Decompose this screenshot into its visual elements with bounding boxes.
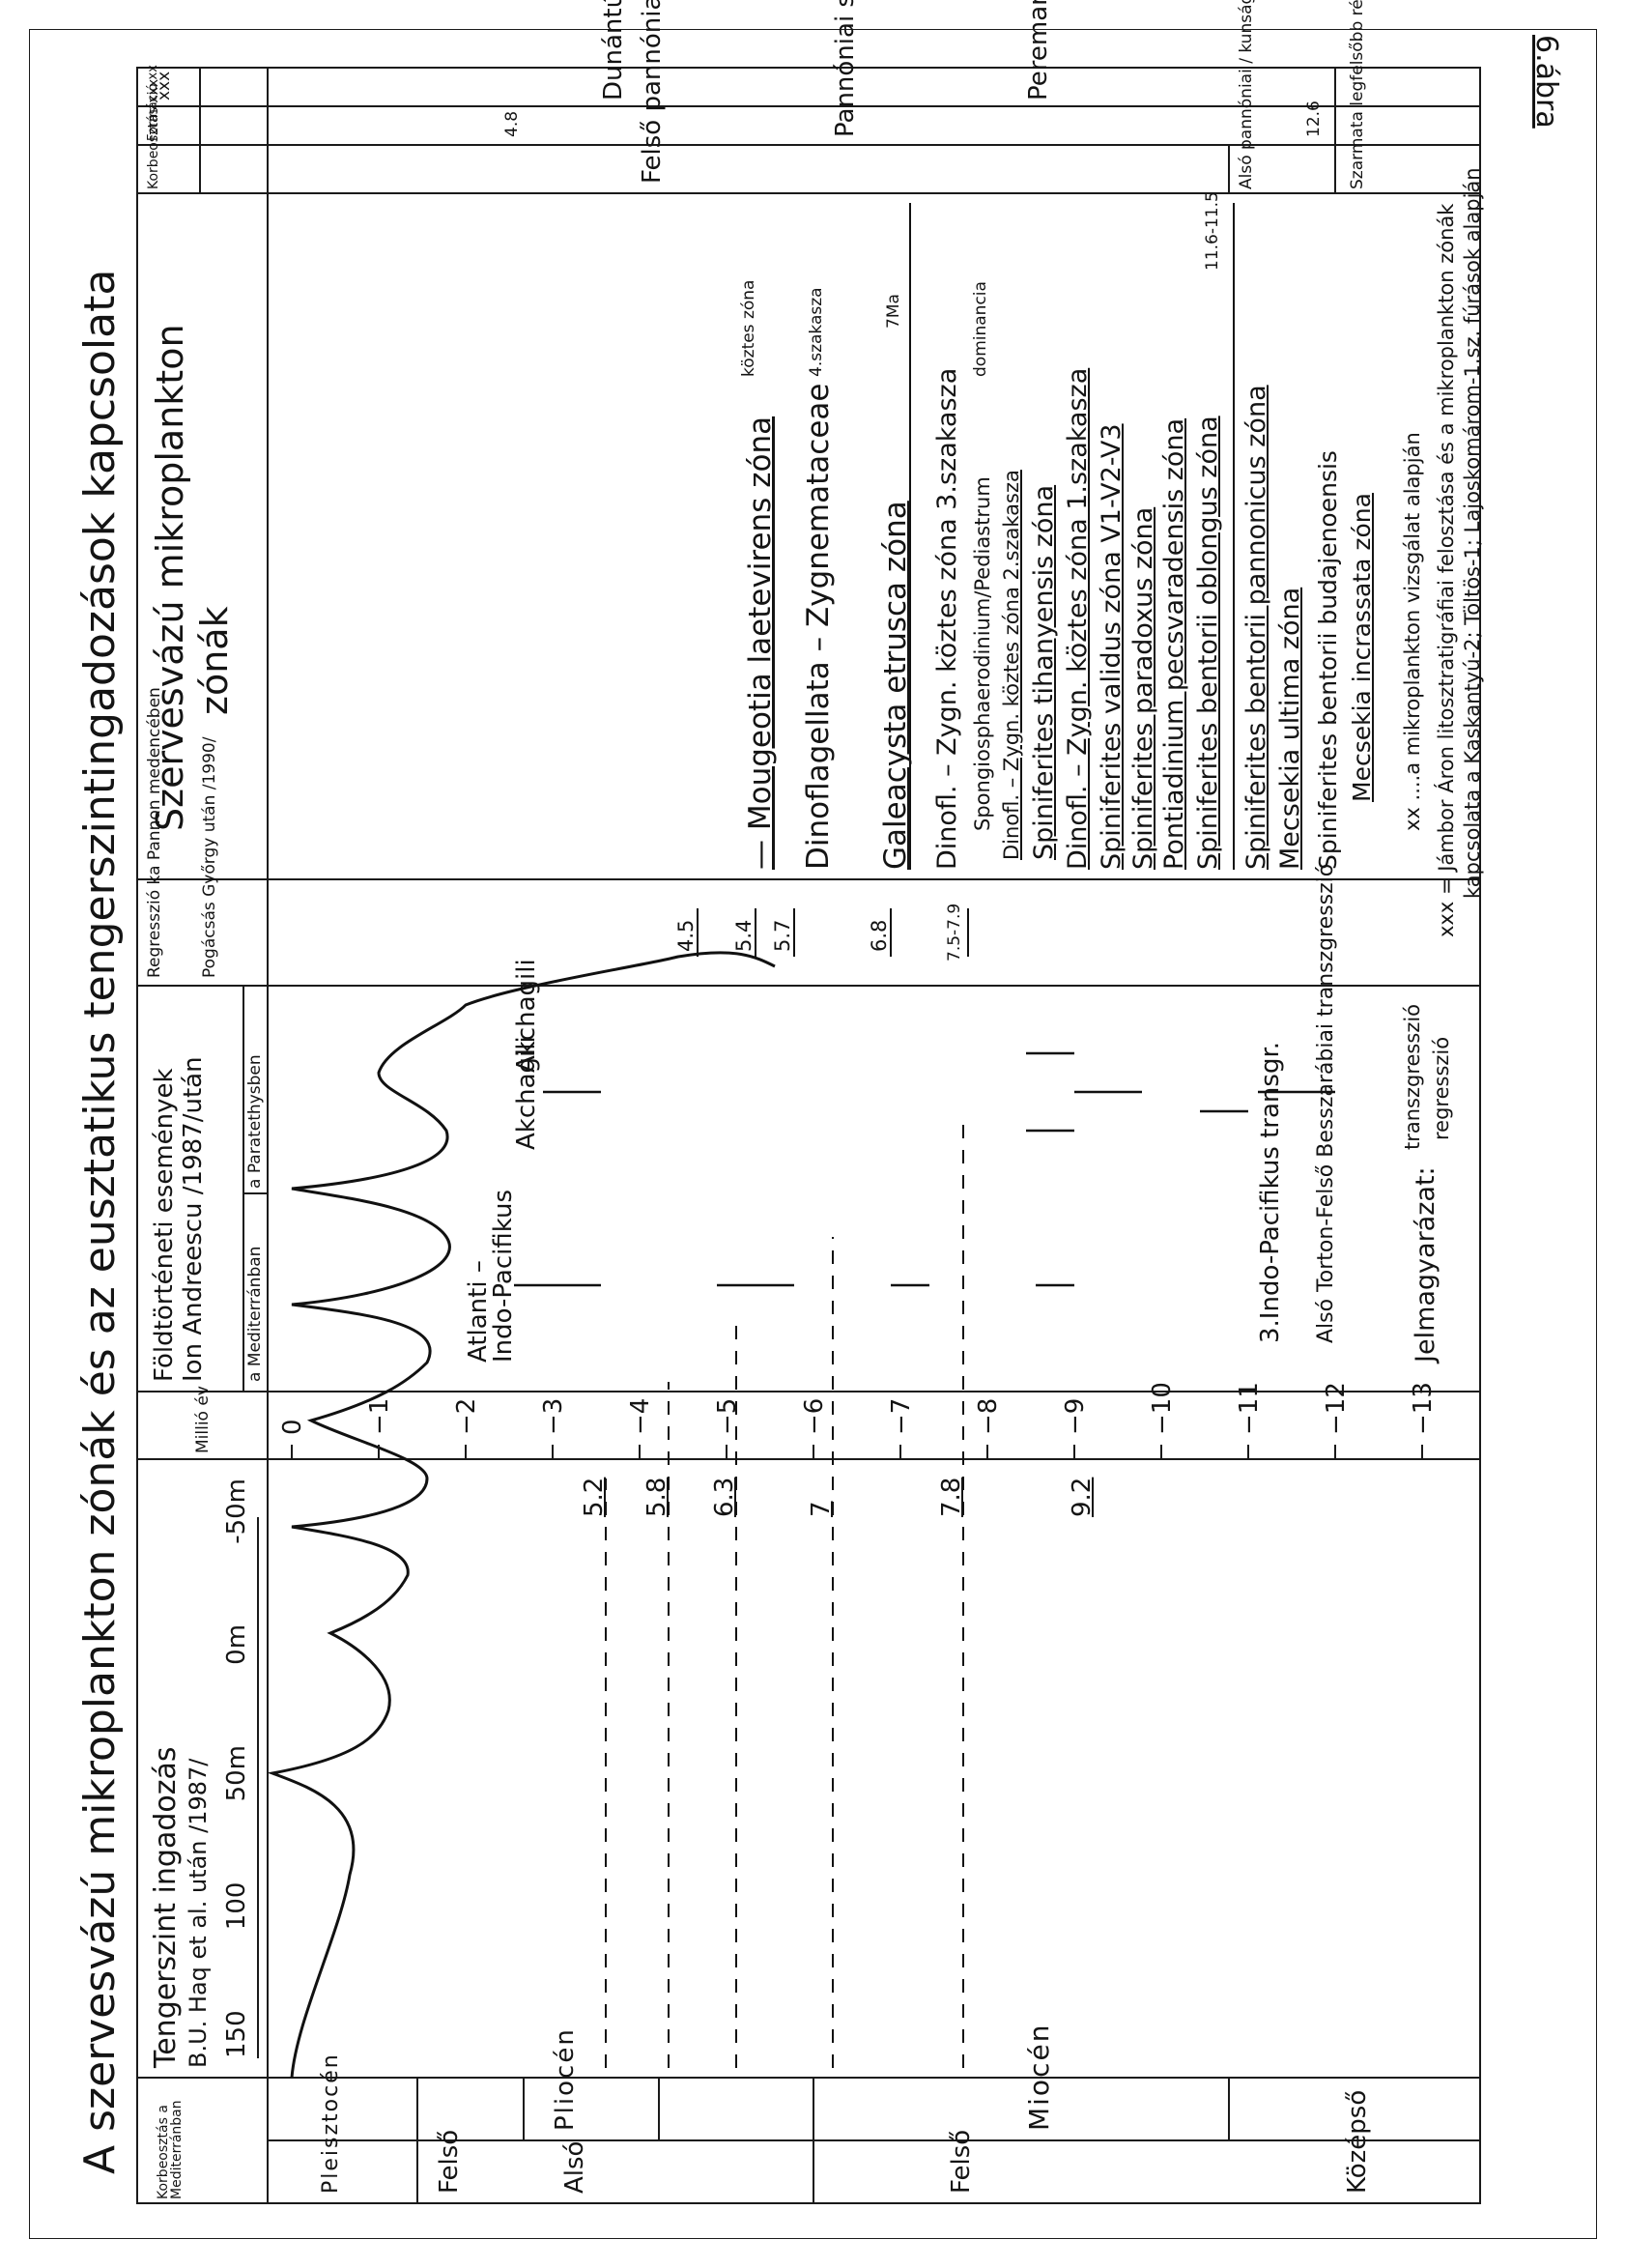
zone-galeacysta: Galeacysta etrusca zóna bbox=[878, 501, 913, 870]
page-frame bbox=[29, 29, 1597, 2239]
figure-border bbox=[136, 67, 1481, 2204]
strip-szarmata: Szarmata legfelsőbb része bbox=[1348, 0, 1367, 189]
strip-peremartoni: Peremartoni Főcsoport bbox=[1024, 0, 1053, 100]
age-kozepso: Középső bbox=[1343, 2089, 1372, 2194]
curve-label: 9.2 bbox=[1068, 1477, 1097, 1517]
legend-regr: regresszió bbox=[1430, 1036, 1453, 1140]
zone-tihanyensis: Spiniferites tihanyensis zóna bbox=[1029, 484, 1059, 860]
era-miocen: Miocén bbox=[1023, 2023, 1055, 2131]
zone-spongiosphaerodinium: Spongiosphaerodinium/Pediastrum bbox=[971, 476, 994, 831]
figure-grid bbox=[136, 67, 1481, 2204]
strip-dunantuli: Dunántúli Főcsoport bbox=[599, 0, 628, 100]
strip-48: 4.8 bbox=[502, 110, 522, 137]
legend-xxx: xxx = Jámbor Áron litosztratigráfiai fel… bbox=[1435, 203, 1458, 937]
regr-value: 5.7 bbox=[771, 919, 794, 952]
zone-sub: köztes zóna bbox=[739, 279, 758, 377]
zone-sub: 11.6-11.5 bbox=[1203, 191, 1222, 271]
strip-pannoniai-sl: Pannóniai sensu lato bbox=[831, 0, 860, 137]
event-indo3: 3.Indo-Pacifikus transgr. bbox=[1256, 1041, 1285, 1343]
event-arrows bbox=[514, 1051, 1335, 1287]
zone-ultima: Mecsekia ultima zóna bbox=[1275, 587, 1305, 870]
zone-incrassata: Mecsekia incrassata zóna bbox=[1348, 493, 1376, 802]
curve-label: 5.2 bbox=[580, 1477, 609, 1517]
strip-felso-pannoniai: Felső pannóniai / Balatoni emelet bbox=[638, 0, 667, 184]
strip-also-pannoniai: Alsó pannóniai / kunsági bbox=[1237, 0, 1256, 189]
scale-labels: 150 100 50m 0m -50m bbox=[222, 1479, 251, 2058]
curve-label: 5.8 bbox=[642, 1477, 671, 1517]
myr-header: Millió év bbox=[193, 1386, 213, 1453]
zone-sub: 7Ma bbox=[884, 294, 903, 329]
era-pleisztocen: Pleisztocén bbox=[319, 2053, 343, 2194]
sea-level-curve bbox=[267, 951, 776, 2079]
event-akchagili-2: Akchagili bbox=[512, 959, 541, 1073]
zone-sub: 4.szakasza bbox=[807, 287, 826, 377]
regr-value: 4.5 bbox=[674, 919, 698, 952]
csoport-header: xxx bbox=[155, 71, 174, 100]
zones-header: Szervesvázú mikroplankton zónák bbox=[149, 324, 236, 831]
age-also: Alsó bbox=[560, 2140, 589, 2194]
events-sub-para: a Paratethysben bbox=[245, 1054, 265, 1189]
zone-pecsvaradensis: Pontiadinium pecsvaradensis zóna bbox=[1159, 417, 1189, 870]
zone-dinofl-2: Dinofl. – Zygn. köztes zóna 2.szakasza bbox=[1000, 470, 1023, 860]
rotated-figure: A szervesvázú mikroplankton zónák és az … bbox=[60, 0, 1509, 2213]
regr-value: 5.4 bbox=[732, 919, 756, 952]
zone-mougeotia: — Mougeotia laetevirens zóna bbox=[743, 416, 778, 870]
zone-pannonicus: Spiniferites bentorii pannonicus zóna bbox=[1241, 385, 1271, 870]
zone-dividers bbox=[909, 203, 1235, 870]
zone-dinoflagellata: Dinoflagellata – Zygnemataceae bbox=[801, 383, 836, 870]
era-pliocen: Pliocén bbox=[551, 2027, 580, 2131]
legend-transz: transzgresszió bbox=[1401, 1003, 1424, 1150]
legend-title: Jelmagyarázat: bbox=[1411, 1166, 1441, 1363]
regression-marks bbox=[697, 908, 969, 957]
zone-sub: dominancia bbox=[971, 281, 990, 377]
zone-dinofl-3: Dinofl. – Zygn. köztes zóna 3.szakasza bbox=[932, 367, 962, 870]
sea-level-header: Tengerszint ingadozás B.U. Haq et al. ut… bbox=[149, 1746, 212, 2069]
zone-paradoxus: Spiniferites paradoxus zóna bbox=[1128, 506, 1158, 870]
event-atlanti: Atlanti – Indo-Pacifikus bbox=[464, 1189, 518, 1363]
myr-ticks: 0 −1 −2 −3 −4 −5 −6 −7 −8 −9 −10 −11 −12 −13 bbox=[278, 1382, 1438, 1435]
zone-validus: Spiniferites validus zóna V1-V2-V3 bbox=[1097, 423, 1127, 870]
zone-dinofl-1: Dinofl. – Zygn. köztes zóna 1.szakasza bbox=[1063, 367, 1093, 870]
curve-label: 7.8 bbox=[937, 1477, 966, 1517]
curve-label: 7 bbox=[807, 1501, 836, 1517]
legend-xx: xx ....a mikroplankton vizsgálat alapján bbox=[1401, 432, 1424, 831]
zone-budajenoensis: Spiniferites bentorii budajenoensis bbox=[1314, 450, 1342, 870]
events-header: Földtörténeti események Ion Andreescu /1… bbox=[150, 1056, 208, 1382]
regr-value: 6.8 bbox=[868, 919, 891, 952]
curve-label: 6.3 bbox=[710, 1477, 739, 1517]
figure-title: A szervesvázú mikroplankton zónák és az … bbox=[75, 269, 125, 2174]
zone-oblongus: Spiniferites bentorii oblongus zóna bbox=[1193, 416, 1223, 870]
age-col-header: Korbeosztás a Mediterránban bbox=[156, 2100, 185, 2199]
age-felso1: Felső bbox=[435, 2129, 464, 2194]
regr-value: 7.5-7.9 bbox=[945, 903, 964, 962]
event-also-torton: Alsó Torton-Felső Besszarábiai transzgre… bbox=[1314, 863, 1338, 1343]
events-sub-med: a Mediterránban bbox=[245, 1246, 265, 1382]
legend-xxx-2: kapcsolata a Kaskantyú-2; Töltös-1; Lajo… bbox=[1461, 167, 1484, 899]
age-felso2: Felső bbox=[947, 2129, 976, 2194]
strip-126: 12.6 bbox=[1304, 100, 1324, 137]
figure-label: 6.ábra bbox=[1529, 35, 1563, 129]
